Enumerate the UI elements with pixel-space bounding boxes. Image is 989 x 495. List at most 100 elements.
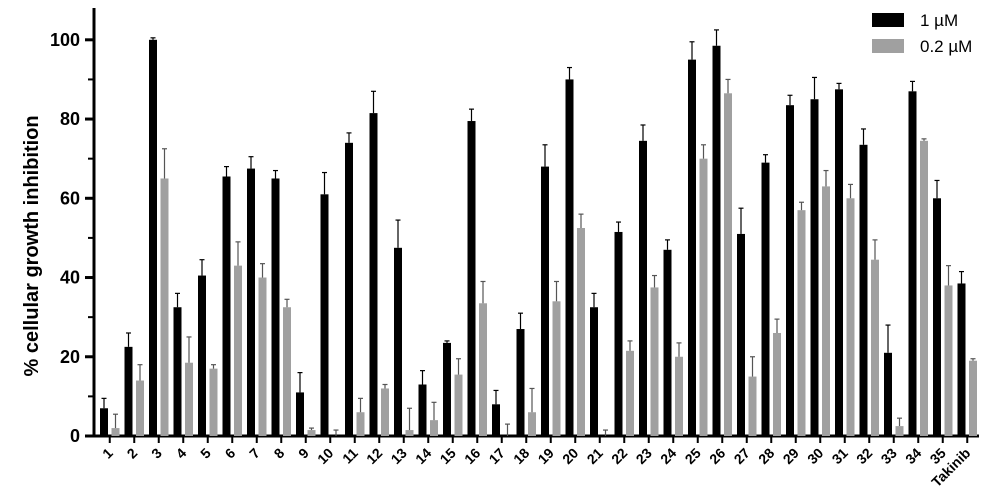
- x-tick-label: 20: [559, 445, 581, 467]
- bar-s1-3: [149, 39, 157, 437]
- bar-s1-16: [467, 121, 476, 437]
- x-tick-label: 1: [99, 445, 116, 462]
- x-tick-label: 2: [124, 445, 141, 462]
- x-tick-label: 31: [829, 445, 851, 467]
- bar-s2-27: [748, 376, 757, 436]
- bar-s1-4: [173, 307, 182, 436]
- x-tick-label: 10: [314, 445, 336, 467]
- bar-s2-4: [185, 362, 193, 436]
- x-tick-label: 32: [853, 445, 875, 467]
- bar-s2-26: [724, 93, 732, 437]
- bar-s1-17: [492, 404, 500, 436]
- x-tick-label: 30: [804, 445, 826, 467]
- bar-s2-18: [528, 412, 536, 436]
- bar-s2-12: [381, 388, 389, 436]
- x-tick-label: 19: [535, 445, 557, 467]
- x-tick-label: 25: [682, 445, 704, 467]
- y-axis-title-group: % cellular growth inhibition: [21, 115, 43, 376]
- bar-s2-Takinib: [969, 360, 977, 436]
- bar-s1-5: [198, 275, 206, 436]
- bar-s1-26: [712, 45, 721, 436]
- y-tick-label: 80: [60, 109, 80, 129]
- y-axis-title: % cellular growth inhibition: [21, 115, 43, 376]
- x-tick-label: 14: [412, 445, 434, 467]
- bar-s1-27: [737, 233, 745, 436]
- x-tick-label: 8: [271, 445, 288, 462]
- bar-s1-1: [100, 408, 108, 436]
- x-tick-label: 9: [295, 445, 312, 462]
- legend-swatch-1: [872, 13, 904, 27]
- bar-s1-30: [810, 99, 819, 436]
- bar-s2-9: [307, 430, 316, 436]
- bar-s2-3: [160, 178, 169, 436]
- bar-s2-13: [405, 430, 414, 436]
- bar-s1-35: [933, 198, 941, 436]
- legend-swatch-2: [872, 39, 904, 53]
- y-tick-label: 100: [50, 30, 80, 50]
- x-tick-label: 13: [388, 445, 410, 467]
- x-tick-label: 3: [148, 445, 165, 462]
- bar-s1-12: [369, 113, 378, 436]
- bar-s2-24: [675, 356, 683, 436]
- bar-s1-Takinib: [957, 283, 966, 436]
- x-tick-label: 24: [657, 445, 679, 467]
- bar-s2-1: [111, 428, 120, 436]
- bar-s2-28: [773, 332, 781, 436]
- x-tick-label: 16: [461, 445, 483, 467]
- bar-s2-8: [283, 307, 291, 436]
- bar-s1-24: [663, 249, 672, 436]
- x-tick-label: 27: [731, 445, 753, 467]
- bar-s1-15: [443, 342, 451, 436]
- bar-s2-16: [479, 303, 487, 436]
- bar-s2-7: [258, 277, 267, 436]
- y-tick-label: 0: [70, 426, 80, 446]
- bar-s1-34: [908, 91, 917, 437]
- y-tick-label: 20: [60, 347, 80, 367]
- x-tick-label: 23: [633, 445, 655, 467]
- bar-s1-29: [786, 105, 794, 436]
- x-tick-label: 15: [437, 445, 459, 467]
- bar-s2-11: [356, 412, 365, 436]
- bar-s1-25: [688, 59, 696, 436]
- bar-s2-2: [136, 380, 144, 436]
- x-tick-label: 7: [246, 445, 263, 462]
- bar-s1-7: [247, 168, 255, 437]
- error-bars-layer: [101, 29, 976, 436]
- x-tick-label: 12: [363, 445, 385, 467]
- bar-s1-22: [614, 231, 623, 436]
- x-tick-label: 26: [706, 445, 728, 467]
- bar-s2-33: [895, 426, 904, 436]
- bar-s2-32: [871, 259, 879, 436]
- y-tick-label: 40: [60, 268, 80, 288]
- bar-s2-29: [797, 210, 806, 436]
- legend-label-2: 0.2 µM: [920, 37, 972, 56]
- x-tick-label: 21: [584, 445, 606, 467]
- x-tick-label: 11: [339, 445, 361, 467]
- x-tick-label: 29: [780, 445, 802, 467]
- x-tick-label: 34: [902, 445, 924, 467]
- bars-layer: [100, 39, 977, 437]
- x-tick-labels: 1 2 3 4 5 6 7 8 9 10 11 12 13 14 15 16 17 18 19 20 21 22 23 24 2…: [99, 445, 973, 490]
- bar-s1-23: [639, 140, 647, 437]
- x-tick-label: 22: [608, 445, 630, 467]
- bar-s1-21: [590, 307, 598, 436]
- bar-s1-6: [222, 176, 231, 436]
- bar-s2-31: [846, 198, 855, 436]
- bar-s2-34: [920, 140, 928, 437]
- legend-label-1: 1 µM: [920, 11, 958, 30]
- x-tick-label: 18: [510, 445, 532, 467]
- bar-s2-35: [944, 285, 953, 436]
- y-tick-label: 60: [60, 188, 80, 208]
- bar-s1-32: [859, 144, 868, 437]
- x-tick-label: 33: [878, 445, 900, 467]
- bar-s2-23: [650, 287, 659, 436]
- bar-s1-11: [345, 142, 353, 437]
- bar-s2-15: [454, 374, 463, 436]
- bar-s1-33: [884, 352, 892, 436]
- bar-s2-25: [699, 158, 708, 436]
- bar-s1-9: [296, 392, 304, 436]
- x-tick-label: 28: [755, 445, 777, 467]
- bar-s1-2: [124, 346, 133, 436]
